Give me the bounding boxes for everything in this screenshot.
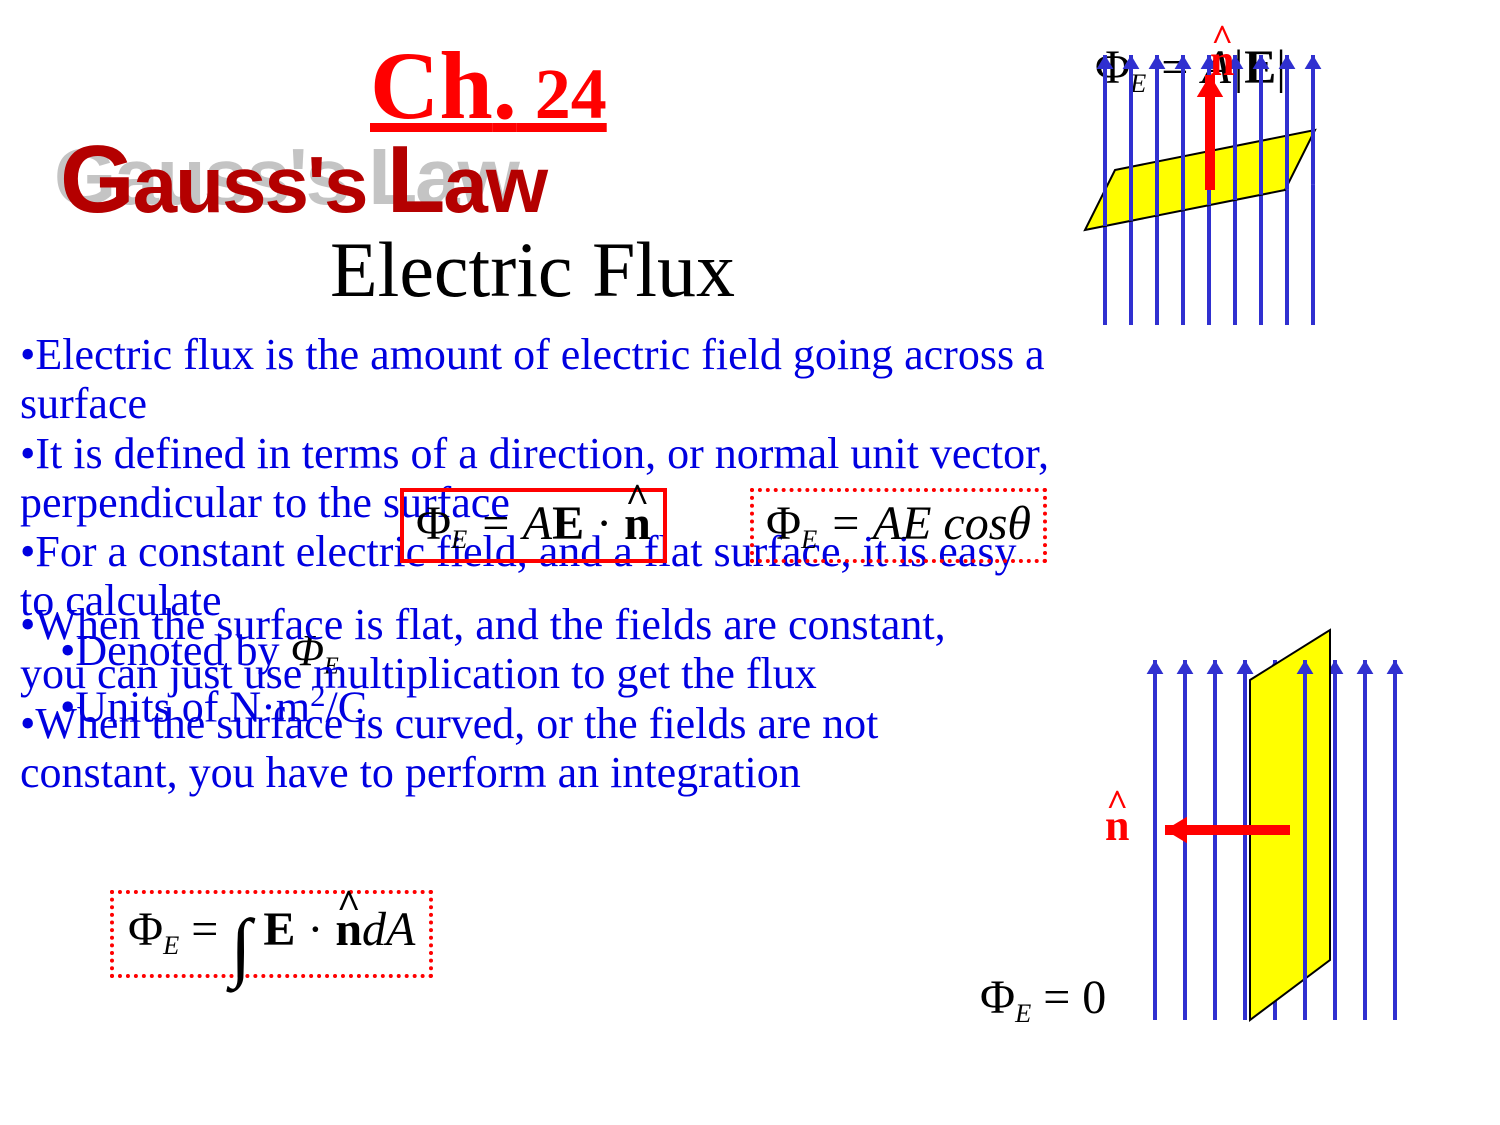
bullet-item: •Electric flux is the amount of electric…	[20, 330, 1060, 429]
ch-number: 24	[517, 54, 607, 134]
normal-vector-label: n	[1210, 35, 1234, 86]
formula-flux-dot: ΦE = AE · n	[400, 488, 667, 563]
diagram-flux-parallel	[1095, 625, 1435, 1030]
bullet-item: •When the surface is curved, or the fiel…	[20, 699, 1000, 798]
ch-prefix: Ch	[370, 32, 493, 139]
gauss-front-text: Gauss's Law	[60, 125, 546, 235]
gauss-wordart: Gauss's Law Gauss's Law	[60, 125, 546, 235]
ch-dot: .	[493, 32, 517, 139]
formula-flux-integral: ΦE = ∫ E · ndA	[110, 890, 433, 978]
formula-flux-zero: ΦE = 0	[980, 970, 1106, 1029]
normal-vector-label: n	[1105, 800, 1129, 851]
section-subheading: Electric Flux	[330, 225, 735, 315]
formula-flux-cos: ΦE = AE cosθ	[750, 488, 1047, 563]
bullets-bottom: •When the surface is flat, and the field…	[20, 600, 1000, 797]
bullet-item: •When the surface is flat, and the field…	[20, 600, 1000, 699]
